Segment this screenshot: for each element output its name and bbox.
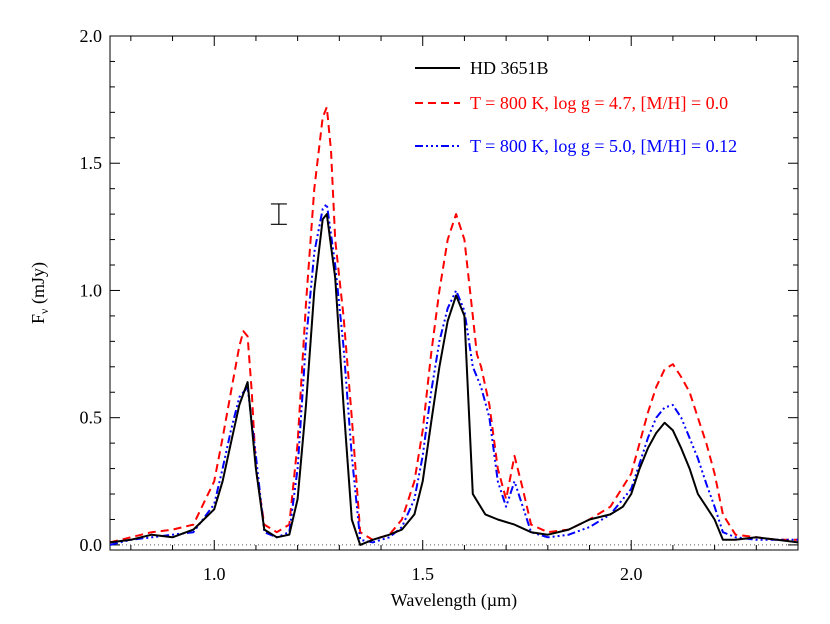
series-line-1 [109, 106, 798, 544]
series-line-2 [109, 202, 798, 546]
y-axis-label: Fν (mJy) [28, 262, 51, 324]
y-tick-label: 1.0 [80, 280, 103, 300]
legend-label-model-logg-5-0: T = 800 K, log g = 5.0, [M/H] = 0.12 [470, 136, 737, 156]
legend: HD 3651B T = 800 K, log g = 4.7, [M/H] =… [415, 58, 737, 156]
legend-label-hd3651b: HD 3651B [470, 58, 549, 78]
series-line-0 [109, 213, 799, 546]
y-tick-label: 1.5 [80, 153, 103, 173]
legend-label-model-logg-4-7: T = 800 K, log g = 4.7, [M/H] = 0.0 [470, 93, 728, 113]
y-axis-label-main: F [28, 314, 48, 324]
x-tick-label: 1.0 [203, 564, 226, 584]
x-tick-label: 2.0 [620, 564, 643, 584]
x-axis-label: Wavelength (µm) [391, 590, 517, 611]
plot-frame [109, 35, 799, 551]
y-tick-label: 2.0 [80, 26, 103, 46]
x-tick-label: 1.5 [411, 564, 434, 584]
y-tick-label: 0.5 [80, 408, 103, 428]
y-axis-label-sub: ν [37, 308, 51, 314]
y-axis-label-unit: (mJy) [28, 262, 49, 309]
y-tick-label: 0.0 [80, 535, 103, 555]
